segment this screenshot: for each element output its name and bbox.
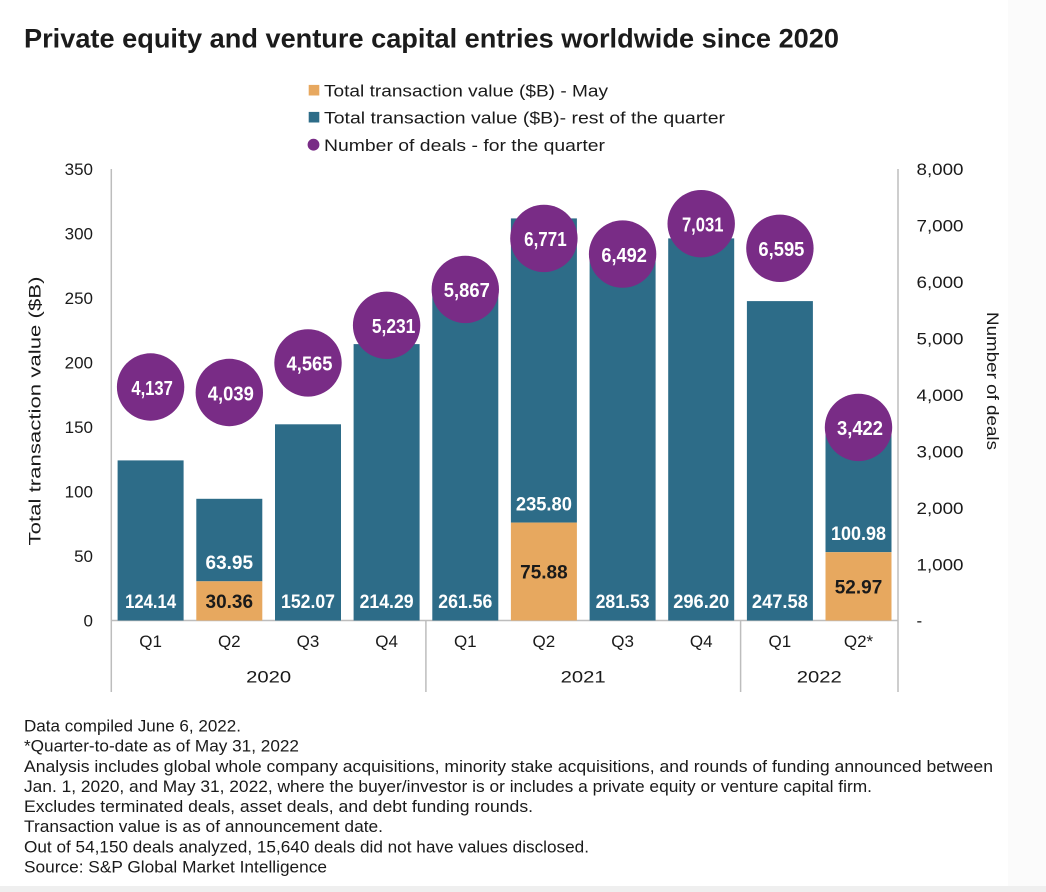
svg-text:Out of 54,150 deals analyzed,: Out of 54,150 deals analyzed, 15,640 dea… (24, 838, 589, 856)
svg-text:152.07: 152.07 (281, 592, 335, 613)
svg-text:5,231: 5,231 (372, 316, 416, 338)
svg-text:4,137: 4,137 (131, 378, 173, 400)
svg-text:Source: S&P Global Market Inte: Source: S&P Global Market Intelligence (24, 859, 327, 877)
svg-text:0: 0 (84, 612, 93, 631)
svg-text:300: 300 (65, 225, 93, 244)
svg-text:75.88: 75.88 (520, 563, 568, 584)
svg-text:2,000: 2,000 (917, 499, 964, 518)
svg-text:Jan. 1, 2020, and May 31, 2022: Jan. 1, 2020, and May 31, 2022, where th… (24, 778, 872, 796)
svg-text:261.56: 261.56 (438, 592, 492, 613)
svg-text:Total transaction value ($B) -: Total transaction value ($B) - May (324, 81, 609, 100)
svg-text:Q2*: Q2* (844, 632, 874, 651)
svg-text:7,031: 7,031 (682, 215, 724, 237)
svg-text:Q3: Q3 (611, 632, 634, 651)
svg-text:100.98: 100.98 (831, 524, 886, 545)
svg-text:52.97: 52.97 (835, 577, 883, 598)
svg-text:235.80: 235.80 (516, 494, 572, 515)
svg-text:100: 100 (65, 483, 93, 502)
svg-text:247.58: 247.58 (752, 592, 808, 613)
svg-text:*Quarter-to-date as of May 31,: *Quarter-to-date as of May 31, 2022 (24, 738, 299, 756)
svg-text:-: - (917, 612, 923, 631)
svg-text:2021: 2021 (561, 668, 606, 687)
svg-text:Number of deals - for the quar: Number of deals - for the quarter (324, 136, 605, 155)
svg-text:Total transaction value ($B)-: Total transaction value ($B)- rest of th… (324, 108, 725, 127)
svg-text:7,000: 7,000 (917, 217, 964, 236)
svg-text:1,000: 1,000 (917, 555, 964, 574)
svg-text:124.14: 124.14 (125, 592, 176, 613)
svg-text:296.20: 296.20 (673, 592, 729, 613)
svg-text:6,492: 6,492 (601, 245, 647, 267)
svg-text:Q1: Q1 (454, 632, 477, 651)
svg-text:Q3: Q3 (297, 632, 320, 651)
svg-text:2020: 2020 (246, 668, 291, 687)
svg-text:Excludes terminated deals, ass: Excludes terminated deals, asset deals, … (24, 798, 533, 816)
svg-text:Transaction value is as of ann: Transaction value is as of announcement … (24, 818, 383, 836)
svg-text:350: 350 (65, 160, 93, 179)
svg-text:Q4: Q4 (375, 632, 398, 651)
svg-text:281.53: 281.53 (596, 592, 650, 613)
svg-text:214.29: 214.29 (360, 592, 414, 613)
svg-text:8,000: 8,000 (917, 160, 964, 179)
svg-text:6,000: 6,000 (917, 273, 964, 292)
svg-text:63.95: 63.95 (206, 553, 254, 574)
svg-text:6,595: 6,595 (758, 239, 804, 261)
svg-text:Data compiled June 6, 2022.: Data compiled June 6, 2022. (24, 718, 241, 736)
svg-text:200: 200 (65, 354, 93, 373)
svg-text:150: 150 (65, 418, 93, 437)
svg-text:Q1: Q1 (139, 632, 162, 651)
svg-text:5,000: 5,000 (917, 330, 964, 349)
svg-text:Q2: Q2 (533, 632, 556, 651)
svg-text:5,867: 5,867 (444, 280, 490, 302)
svg-text:4,000: 4,000 (917, 386, 964, 405)
svg-text:6,771: 6,771 (524, 229, 567, 251)
svg-text:Q1: Q1 (769, 632, 792, 651)
svg-text:Number of deals: Number of deals (983, 312, 1002, 450)
svg-text:Analysis includes global whole: Analysis includes global whole company a… (24, 758, 993, 776)
svg-text:Q4: Q4 (690, 632, 713, 651)
svg-text:4,039: 4,039 (208, 383, 254, 405)
svg-text:4,565: 4,565 (287, 354, 333, 376)
svg-text:2022: 2022 (797, 668, 842, 687)
svg-text:3,000: 3,000 (917, 442, 964, 461)
svg-text:Total transaction value ($B): Total transaction value ($B) (26, 277, 45, 546)
svg-text:3,422: 3,422 (837, 418, 883, 440)
svg-text:50: 50 (74, 547, 93, 566)
svg-text:30.36: 30.36 (206, 592, 254, 613)
svg-text:Private equity and venture cap: Private equity and venture capital entri… (24, 24, 839, 54)
svg-text:Q2: Q2 (218, 632, 241, 651)
svg-text:250: 250 (65, 289, 93, 308)
